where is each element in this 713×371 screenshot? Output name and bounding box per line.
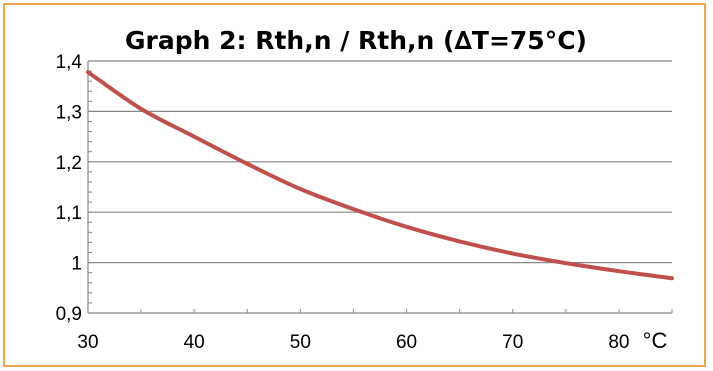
tick-labels: 0,9 1 1,1 1,2 1,3 1,4 30 40 50 60 70 80 — [56, 52, 630, 353]
axes — [87, 60, 673, 314]
series-lines — [86, 70, 674, 281]
series-line — [86, 70, 674, 281]
y-tick-label: 0,9 — [56, 304, 82, 325]
x-tick-label: 30 — [77, 332, 98, 353]
gridlines — [88, 60, 672, 264]
chart-frame — [3, 3, 706, 367]
x-tick-label: 60 — [396, 332, 417, 353]
x-tick-label: 80 — [608, 332, 629, 353]
x-unit-label: °C — [643, 328, 668, 353]
y-tick-label: 1,1 — [56, 203, 82, 224]
y-tick-label: 1 — [71, 254, 82, 275]
chart-title: Graph 2: Rth,n / Rth,n (∆T=75°C) — [125, 26, 587, 55]
x-tick-label: 50 — [290, 332, 311, 353]
x-tick-label: 40 — [184, 332, 205, 353]
y-tick-label: 1,3 — [56, 102, 82, 123]
y-tick-label: 1,4 — [56, 52, 83, 73]
x-tick-label: 70 — [502, 332, 523, 353]
y-tick-label: 1,2 — [56, 153, 82, 174]
